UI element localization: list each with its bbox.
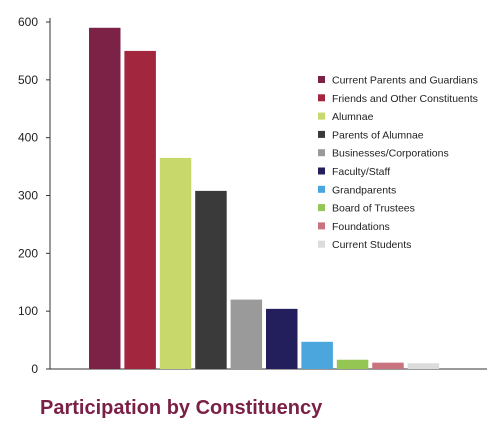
y-tick-label: 600: [18, 15, 38, 29]
bar: [301, 341, 333, 369]
bar: [372, 362, 404, 369]
legend-swatch: [318, 240, 325, 248]
legend-label: Grandparents: [332, 184, 396, 196]
legend-swatch: [318, 167, 325, 175]
y-axis: 0 100 200 300 400 500 600: [18, 15, 487, 376]
legend: Current Parents and Guardians Friends and…: [318, 75, 478, 251]
legend-swatch: [318, 149, 325, 157]
legend-swatch: [318, 222, 325, 230]
legend-label: Businesses/Corporations: [332, 148, 449, 160]
legend-label: Current Parents and Guardians: [332, 75, 478, 87]
legend-label: Parents of Alumnae: [332, 129, 424, 141]
bar: [407, 363, 440, 369]
bar: [336, 359, 369, 369]
legend-swatch: [318, 112, 325, 120]
legend-swatch: [318, 185, 325, 193]
y-tick-label: 500: [18, 73, 38, 87]
legend-label: Alumnae: [332, 111, 374, 123]
legend-label: Board of Trustees: [332, 203, 415, 215]
bar: [230, 299, 263, 369]
y-tick-label: 400: [18, 131, 38, 145]
legend-label: Friends and Other Constituents: [332, 93, 478, 105]
y-tick-label: 200: [18, 246, 38, 260]
y-tick-label: 100: [18, 304, 38, 318]
legend-swatch: [318, 76, 325, 83]
y-tick-label: 0: [31, 362, 38, 376]
bar: [89, 27, 121, 370]
bars: [89, 27, 440, 370]
legend-label: Faculty/Staff: [332, 166, 390, 178]
legend-swatch: [318, 130, 325, 138]
bar: [159, 157, 192, 369]
bar-chart: 0 100 200 300 400 500 600 Current Parents and …: [18, 15, 487, 376]
bar: [266, 308, 298, 369]
bar: [195, 190, 227, 369]
bar: [124, 50, 156, 370]
legend-label: Current Students: [332, 239, 411, 251]
legend-swatch: [318, 94, 325, 102]
chart-title: Participation by Constituency: [40, 397, 323, 419]
legend-swatch: [318, 204, 325, 212]
legend-label: Foundations: [332, 221, 390, 233]
y-tick-label: 300: [18, 189, 38, 203]
